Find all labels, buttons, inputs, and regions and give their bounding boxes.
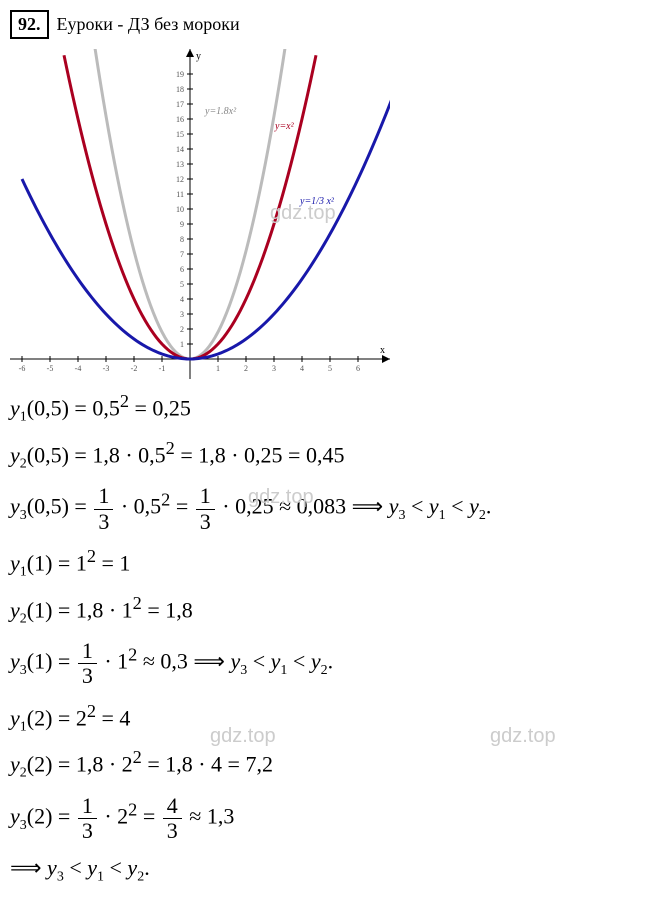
svg-text:16: 16	[176, 115, 184, 124]
equations-block: y1(0,5) = 0,52 = 0,25 y2(0,5) = 1,8 · 0,5…	[10, 391, 635, 886]
svg-text:y=1/3 x²: y=1/3 x²	[299, 196, 335, 207]
svg-text:4: 4	[300, 364, 304, 373]
svg-text:6: 6	[356, 364, 360, 373]
equation-line: y3(2) = 13 · 22 = 43 ≈ 1,3	[10, 794, 635, 843]
svg-text:19: 19	[176, 70, 184, 79]
header-title: Еуроки - ДЗ без мороки	[57, 14, 240, 34]
svg-text:18: 18	[176, 85, 184, 94]
equation-line: y2(2) = 1,8 · 22 = 1,8 · 4 = 7,2	[10, 747, 635, 782]
problem-number: 92.	[10, 10, 49, 39]
equation-line: y2(1) = 1,8 · 12 = 1,8	[10, 593, 635, 628]
equation-line: y2(0,5) = 1,8 · 0,52 = 1,8 · 0,25 = 0,45	[10, 438, 635, 473]
equation-line: ⟹ y3 < y1 < y2.	[10, 855, 635, 885]
equation-line: y1(2) = 22 = 4	[10, 701, 635, 736]
svg-text:9: 9	[180, 220, 184, 229]
svg-text:8: 8	[180, 235, 184, 244]
svg-text:7: 7	[180, 250, 184, 259]
equation-line: y3(1) = 13 · 12 ≈ 0,3 ⟹ y3 < y1 < y2.	[10, 639, 635, 688]
svg-text:-5: -5	[47, 364, 54, 373]
page-content: 92. Еуроки - ДЗ без мороки -6 -5 -4 -3 -2 -1 1…	[10, 10, 635, 886]
svg-text:y: y	[196, 51, 201, 62]
svg-text:2: 2	[180, 325, 184, 334]
svg-text:5: 5	[328, 364, 332, 373]
svg-text:-4: -4	[75, 364, 82, 373]
svg-text:y=1.8x²: y=1.8x²	[204, 106, 237, 117]
svg-text:1: 1	[216, 364, 220, 373]
svg-text:x: x	[380, 345, 385, 356]
equation-line: y3(0,5) = 13 · 0,52 = 13 · 0,25 ≈ 0,083 …	[10, 484, 635, 533]
svg-text:3: 3	[180, 310, 184, 319]
svg-text:13: 13	[176, 160, 184, 169]
svg-text:11: 11	[176, 190, 184, 199]
svg-text:3: 3	[272, 364, 276, 373]
parabola-chart: -6-5-4-3-2-11234561234567891011121314151…	[10, 49, 390, 379]
svg-text:14: 14	[176, 145, 184, 154]
equation-line: y1(0,5) = 0,52 = 0,25	[10, 391, 635, 426]
svg-text:-6: -6	[19, 364, 26, 373]
svg-text:5: 5	[180, 280, 184, 289]
svg-text:15: 15	[176, 130, 184, 139]
svg-text:17: 17	[176, 100, 184, 109]
header-row: 92. Еуроки - ДЗ без мороки	[10, 10, 635, 39]
equation-line: y1(1) = 12 = 1	[10, 546, 635, 581]
svg-text:-3: -3	[103, 364, 110, 373]
svg-text:4: 4	[180, 295, 184, 304]
svg-text:1: 1	[180, 340, 184, 349]
svg-text:y=x²: y=x²	[274, 121, 295, 132]
svg-text:12: 12	[176, 175, 184, 184]
svg-text:2: 2	[244, 364, 248, 373]
svg-text:6: 6	[180, 265, 184, 274]
svg-text:-2: -2	[131, 364, 138, 373]
svg-text:-1: -1	[159, 364, 166, 373]
chart-svg: -6-5-4-3-2-11234561234567891011121314151…	[10, 49, 390, 379]
svg-text:10: 10	[176, 205, 184, 214]
